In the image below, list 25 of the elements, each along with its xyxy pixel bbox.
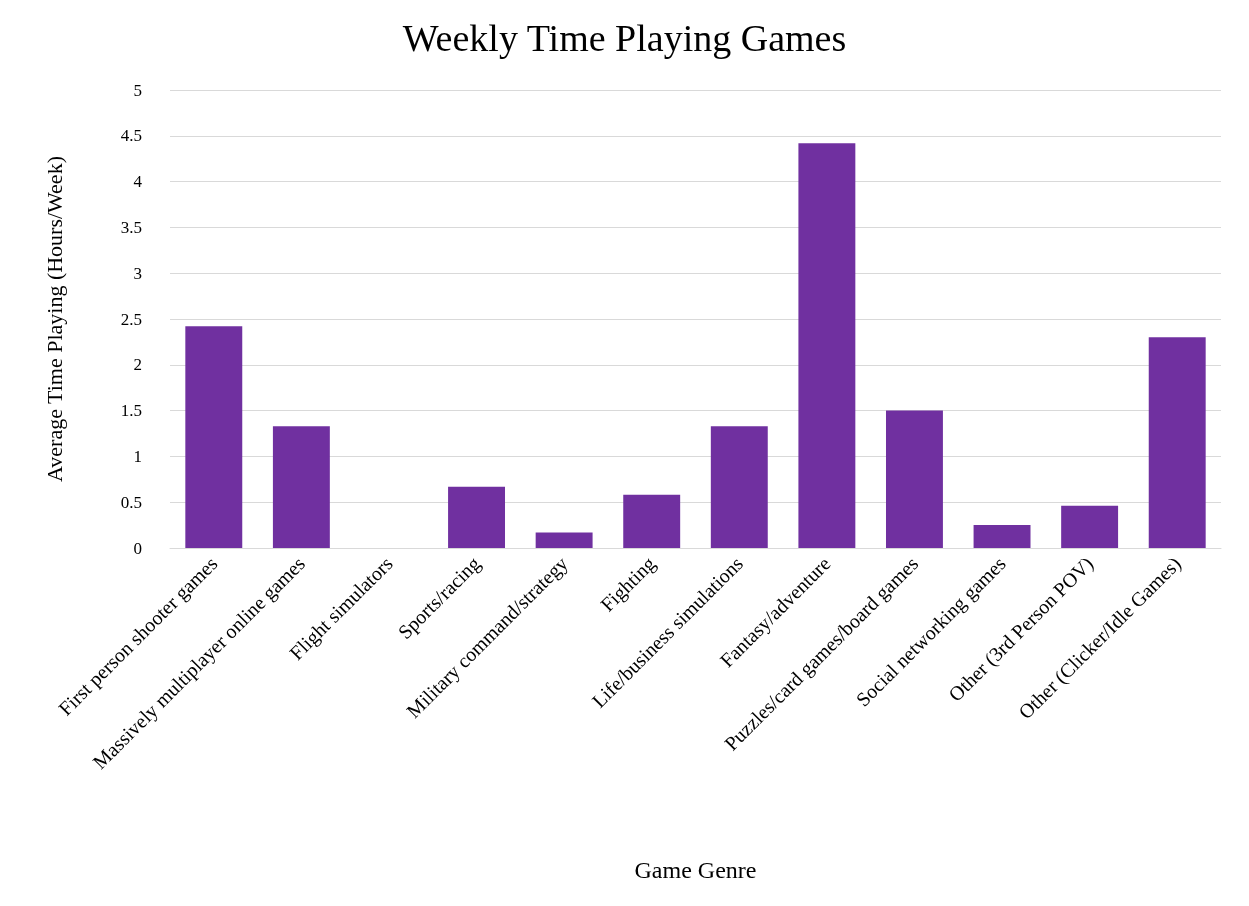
y-tick-label: 4 [133,172,143,192]
y-axis-title: Average Time Playing (Hours/Week) [41,156,67,482]
bar [623,494,681,548]
y-tick-label: 5 [133,80,142,100]
bar [448,486,506,548]
x-axis-title: Game Genre [634,857,757,883]
bar [1061,505,1119,548]
bar [1148,337,1206,548]
y-tick-label: 1 [133,446,142,466]
y-tick-label: 0 [133,538,142,558]
bar [710,426,768,548]
y-tick-label: 1.5 [120,401,142,421]
y-tick-label: 3 [133,263,142,283]
bar [185,326,243,548]
y-tick-label: 3.5 [120,217,142,237]
y-tick-label: 4.5 [120,126,142,146]
bar [535,532,593,548]
y-tick-label: 2.5 [120,309,142,329]
bar [973,525,1031,548]
y-tick-label: 0.5 [120,492,142,512]
chart-title: Weekly Time Playing Games [402,17,847,59]
bar [885,410,943,548]
bar [272,426,330,548]
y-tick-label: 2 [133,355,142,375]
bar [798,143,856,548]
